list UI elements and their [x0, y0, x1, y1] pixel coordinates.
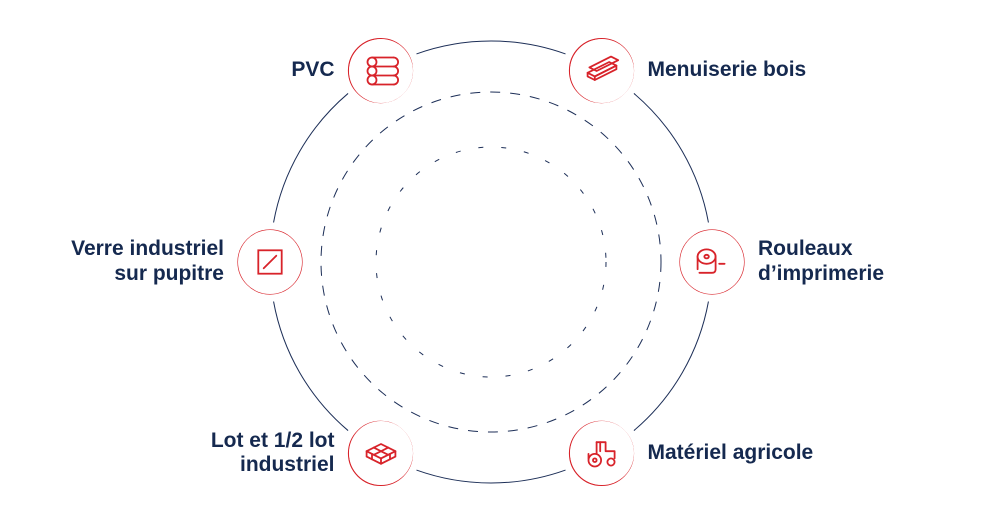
planks-icon: [570, 39, 634, 103]
outer-ring-arc: [634, 302, 709, 431]
outer-ring-arc: [416, 41, 565, 54]
pallet-icon: [349, 421, 413, 485]
node-pvc: [349, 39, 413, 103]
label-pvc: PVC: [291, 58, 334, 83]
outer-ring-arc: [634, 93, 709, 222]
roll-icon: [680, 230, 744, 294]
node-verre: [238, 230, 302, 294]
label-lot: Lot et 1/2 lotindustriel: [211, 429, 335, 479]
mid-ring: [321, 92, 661, 432]
node-bois: [570, 39, 634, 103]
node-agricole: [570, 421, 634, 485]
label-verre: Verre industrielsur pupitre: [71, 237, 224, 287]
pipes-icon: [349, 39, 413, 103]
outer-ring-arc: [274, 302, 349, 431]
outer-ring-arc: [274, 93, 349, 222]
glass-icon: [238, 230, 302, 294]
circular-diagram: PVC Menuiserie bois Verre industrielsur …: [0, 0, 982, 525]
tractor-icon: [570, 421, 634, 485]
node-rouleaux: [680, 230, 744, 294]
outer-ring-arc: [416, 470, 565, 483]
label-bois: Menuiserie bois: [648, 58, 807, 83]
inner-ring: [376, 147, 606, 377]
label-agricole: Matériel agricole: [648, 441, 814, 466]
node-lot: [349, 421, 413, 485]
label-rouleaux: Rouleauxd’imprimerie: [758, 237, 884, 287]
